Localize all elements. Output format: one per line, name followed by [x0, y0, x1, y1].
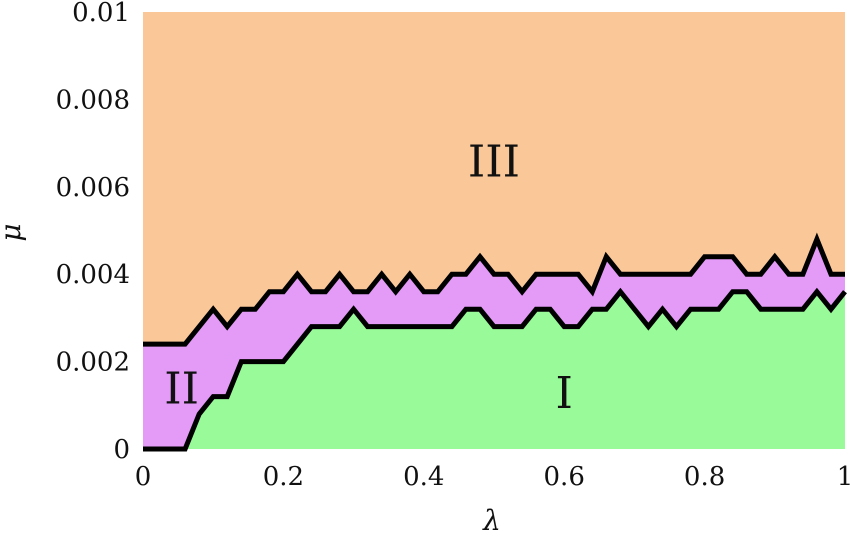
y-axis-ticks: 0 0.002 0.004 0.006 0.008 0.01	[56, 0, 130, 465]
y-tick-label: 0.008	[56, 85, 130, 115]
y-axis-label: μ	[0, 223, 27, 241]
x-axis-label: λ	[482, 504, 501, 536]
x-tick-label: 0.4	[403, 462, 444, 492]
y-tick-label: 0.002	[56, 348, 130, 378]
y-tick-label: 0.01	[72, 0, 130, 28]
x-axis-ticks: 0 0.2 0.4 0.6 0.8 1	[135, 462, 850, 492]
boundary-line-ii-iii	[143, 232, 845, 347]
y-tick-label: 0	[113, 435, 130, 465]
boundary-line-i-ii	[143, 287, 847, 452]
region-label-ii: II	[164, 364, 199, 415]
x-tick-label: 0	[135, 462, 152, 492]
region-label-iii: III	[468, 136, 520, 187]
x-tick-label: 1	[837, 462, 850, 492]
plot-area	[143, 12, 847, 452]
x-tick-label: 0.8	[684, 462, 725, 492]
x-tick-label: 0.2	[263, 462, 304, 492]
region-i-area	[143, 291, 845, 449]
y-tick-label: 0.004	[56, 260, 130, 290]
region-label-i: I	[556, 368, 573, 419]
y-tick-label: 0.006	[56, 173, 130, 203]
x-tick-label: 0.6	[544, 462, 585, 492]
